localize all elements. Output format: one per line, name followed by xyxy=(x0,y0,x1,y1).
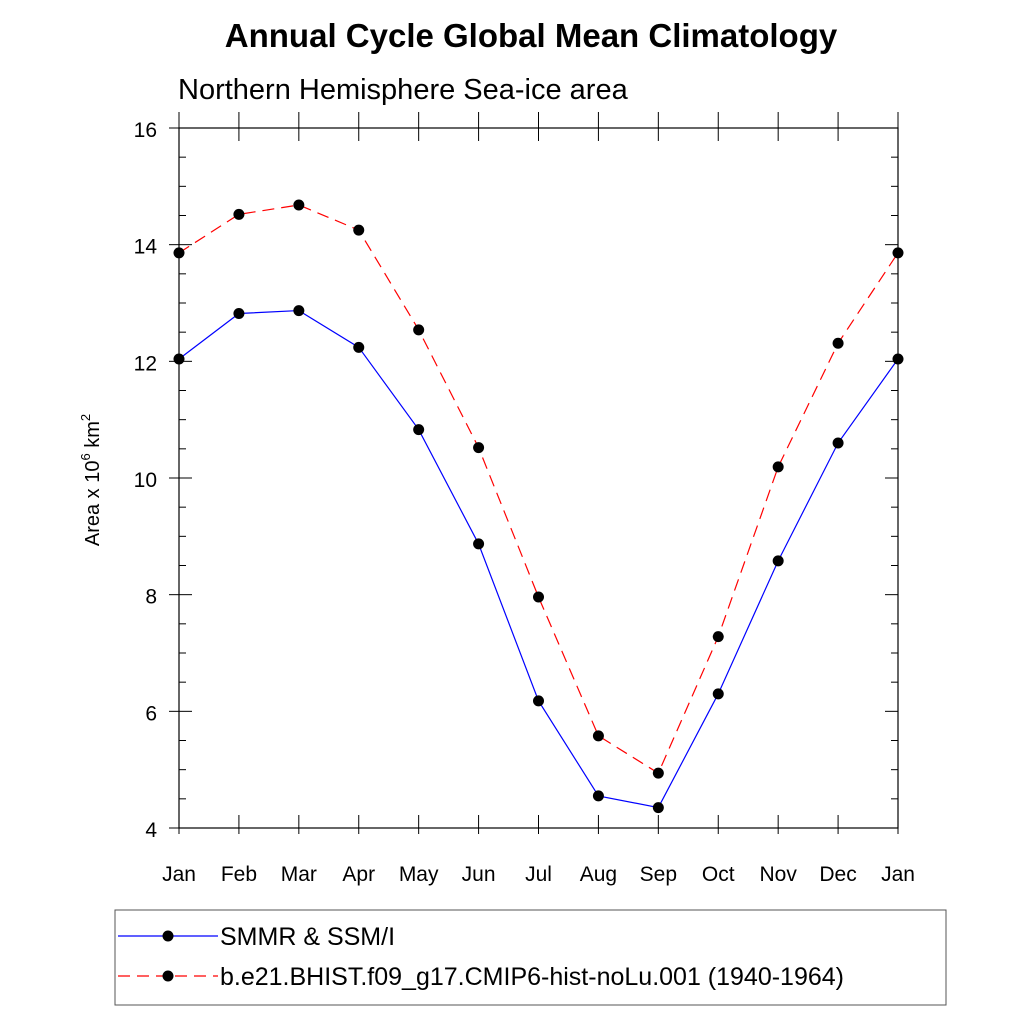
x-tick-label: May xyxy=(399,863,439,886)
data-point-series-2 xyxy=(892,247,904,259)
data-point-series-2 xyxy=(592,730,604,742)
y-tick-label: 14 xyxy=(134,236,158,259)
x-tick-label: Dec xyxy=(819,863,856,886)
data-point-series-1 xyxy=(592,790,604,802)
y-tick-label: 10 xyxy=(134,469,157,492)
x-tick-labels: Jan Feb Mar Apr May Jun Jul Aug Sep Oct Nov Dec Jan xyxy=(162,863,915,886)
data-point-series-2 xyxy=(533,591,544,603)
data-point-series-1 xyxy=(173,353,185,365)
data-point-series-1 xyxy=(233,308,245,319)
axis-ticks xyxy=(169,112,899,834)
data-point-series-1 xyxy=(293,305,305,317)
data-point-series-1 xyxy=(652,802,664,814)
x-tick-label: Sep xyxy=(640,863,677,886)
data-point-series-2 xyxy=(832,337,844,349)
data-point-series-1 xyxy=(533,695,544,707)
legend-label-1: SMMR & SSM/I xyxy=(220,923,395,951)
data-point-series-2 xyxy=(712,631,724,643)
series-line-1 xyxy=(178,309,899,809)
data-point-series-2 xyxy=(473,442,485,454)
y-tick-label: 16 xyxy=(134,119,157,142)
y-tick-labels: 4 6 8 10 12 14 16 xyxy=(134,119,158,842)
y-axis-label: Area x 106 km2 xyxy=(78,414,104,546)
data-point-series-1 xyxy=(832,437,844,449)
x-tick-label: Mar xyxy=(281,863,317,886)
data-point-series-2 xyxy=(293,199,305,211)
data-point-series-2 xyxy=(353,224,365,236)
series-points xyxy=(173,199,904,814)
y-axis-label-base: Area x 10 xyxy=(82,461,104,547)
data-point-series-1 xyxy=(772,555,784,567)
data-point-series-2 xyxy=(413,324,425,336)
x-tick-label: Jun xyxy=(462,863,496,886)
x-tick-label: Nov xyxy=(759,863,797,886)
chart-subtitle: Northern Hemisphere Sea-ice area xyxy=(178,74,629,106)
y-tick-label: 8 xyxy=(145,586,157,609)
y-tick-label: 4 xyxy=(145,819,157,842)
series-line-2 xyxy=(178,204,899,775)
data-point-series-1 xyxy=(712,688,724,700)
data-point-series-2 xyxy=(173,247,185,259)
y-axis-label-exp2: 2 xyxy=(78,414,93,421)
x-tick-label: Jan xyxy=(162,863,196,886)
chart-title: Annual Cycle Global Mean Climatology xyxy=(225,17,838,54)
x-tick-label: Feb xyxy=(221,863,257,886)
data-point-series-1 xyxy=(413,424,425,436)
data-point-series-2 xyxy=(772,461,784,473)
y-axis-label-unit: km xyxy=(82,421,104,453)
y-tick-label: 6 xyxy=(145,702,157,725)
y-axis-label-exp1: 6 xyxy=(78,453,93,460)
x-tick-label: Apr xyxy=(342,863,375,886)
legend-label-2: b.e21.BHIST.f09_g17.CMIP6-hist-noLu.001 … xyxy=(220,963,844,991)
data-point-series-2 xyxy=(233,208,245,220)
series-lines xyxy=(178,204,899,809)
x-tick-label: Aug xyxy=(580,863,617,886)
legend-box xyxy=(114,909,947,1006)
data-point-series-1 xyxy=(892,353,904,365)
x-tick-label: Jul xyxy=(525,863,552,886)
y-tick-label: 12 xyxy=(134,352,157,375)
legend-marker-2 xyxy=(162,970,174,982)
plot-frame xyxy=(178,127,899,829)
data-point-series-2 xyxy=(652,767,664,779)
legend: SMMR & SSM/I b.e21.BHIST.f09_g17.CMIP6-hi… xyxy=(118,923,844,991)
legend-marker-1 xyxy=(162,930,174,942)
x-tick-label: Jan xyxy=(881,863,915,886)
data-point-series-1 xyxy=(473,538,485,550)
data-point-series-1 xyxy=(353,341,365,353)
x-tick-label: Oct xyxy=(702,863,735,886)
